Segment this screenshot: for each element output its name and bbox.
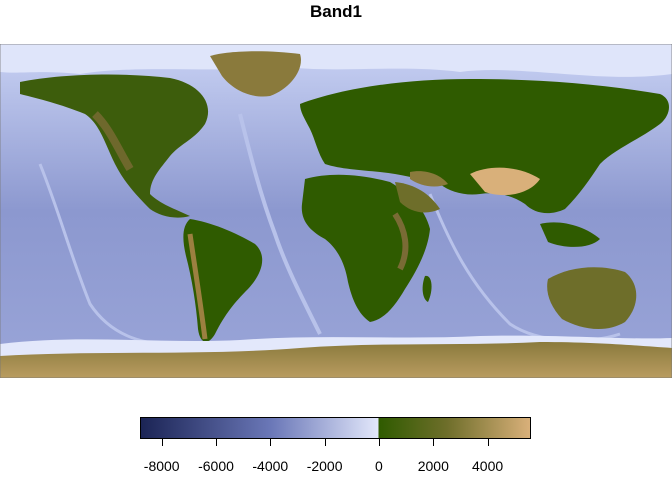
colorbar-tick-label: 4000 <box>472 458 504 474</box>
colorbar-tick-label: 0 <box>374 458 383 474</box>
eurasia <box>300 79 669 214</box>
iranian-plateau <box>410 171 448 187</box>
southeast-asia-islands <box>540 222 600 247</box>
colorbar-tick <box>378 439 380 446</box>
arabian-peninsula <box>395 182 440 213</box>
himalaya-tibet <box>470 167 540 196</box>
mid-atlantic-ridge <box>238 113 322 335</box>
australia <box>547 267 637 330</box>
africa <box>301 174 430 322</box>
colorbar-tick <box>216 439 217 446</box>
colorbar-tick <box>270 439 272 446</box>
east-african-highlands <box>392 212 409 271</box>
colorbar-tick <box>324 439 326 446</box>
elevation-colorbar <box>140 417 531 439</box>
arctic-shallows <box>0 44 672 77</box>
colorbar-tick-label: -6000 <box>198 458 234 474</box>
colorbar-tick-label: -2000 <box>306 458 343 474</box>
antarctica <box>0 342 672 378</box>
colorbar-tick-label: -4000 <box>252 458 289 474</box>
andes <box>187 233 208 340</box>
map-title: Band1 <box>310 2 362 21</box>
rocky-mountains <box>92 111 134 172</box>
colorbar-tick-label: 2000 <box>417 458 449 474</box>
pacific-ridge <box>38 163 171 346</box>
madagascar <box>422 275 432 302</box>
colorbar-tick-label: -8000 <box>143 458 180 474</box>
world-elevation-map <box>0 44 672 378</box>
colorbar-tick <box>487 439 489 446</box>
colorbar-tick <box>433 439 435 446</box>
greenland <box>210 51 301 97</box>
colorbar-tick <box>161 439 163 446</box>
